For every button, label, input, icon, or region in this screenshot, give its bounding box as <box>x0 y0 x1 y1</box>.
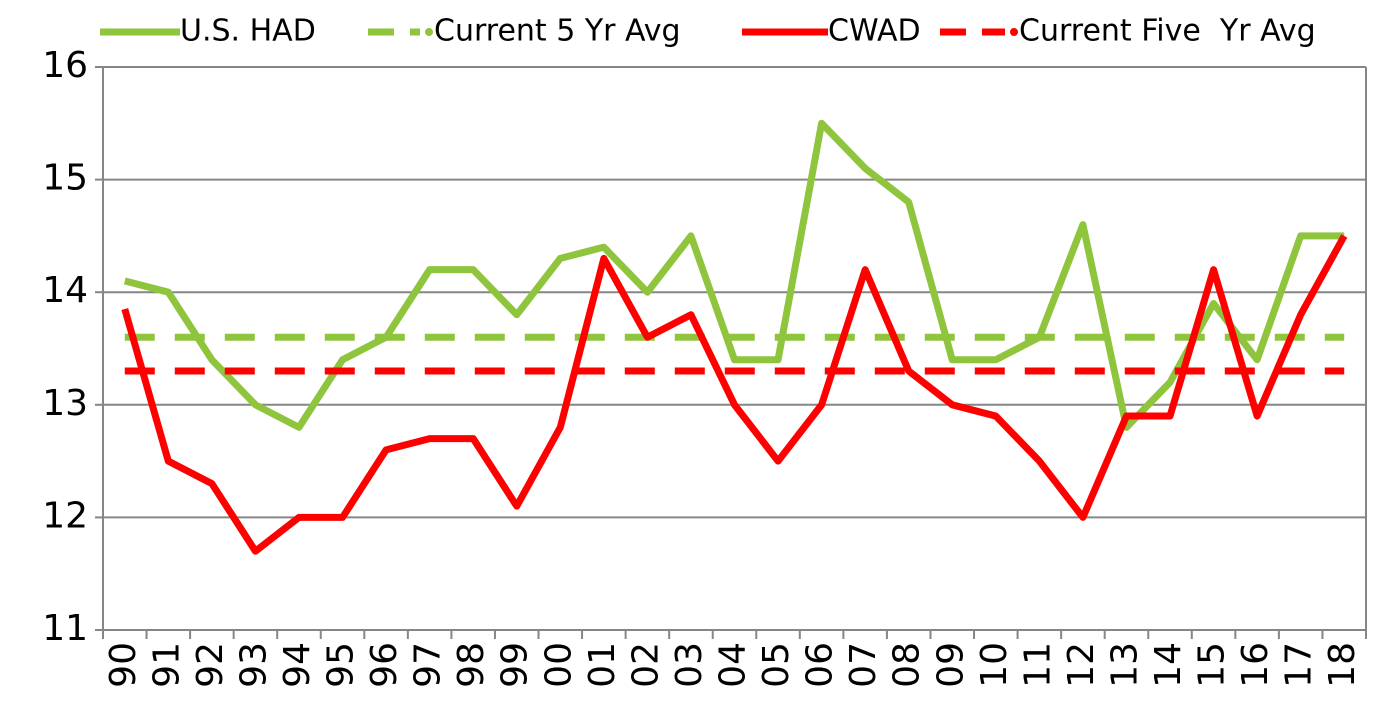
x-tick-label: 12 <box>1061 642 1102 688</box>
x-tick-label: 17 <box>1279 642 1320 688</box>
x-tick-label: 01 <box>582 642 623 688</box>
x-tick-label: 06 <box>800 642 841 688</box>
x-tick-label: 92 <box>190 642 231 688</box>
x-tick-label: 14 <box>1148 642 1189 688</box>
x-tick-label: 11 <box>1017 642 1058 688</box>
series-line <box>121 234 1348 555</box>
y-tick-label: 11 <box>42 608 88 649</box>
legend-label: Current 5 Yr Avg <box>434 14 681 49</box>
y-tick-label: 15 <box>42 158 88 199</box>
legend-label: Current Five Yr Avg <box>1019 14 1316 49</box>
x-tick-label: 94 <box>277 642 318 688</box>
x-tick-label: 08 <box>887 642 928 688</box>
x-tick-label: 15 <box>1192 642 1233 688</box>
x-tick-label: 95 <box>321 642 362 688</box>
legend-label: U.S. HAD <box>180 14 316 49</box>
y-tick-label: 16 <box>42 45 88 86</box>
x-tick-label: 93 <box>233 642 274 688</box>
x-tick-label: 99 <box>495 642 536 688</box>
x-tick-label: 03 <box>669 642 710 688</box>
x-tick-label: 02 <box>625 642 666 688</box>
x-tick-label: 91 <box>146 642 187 688</box>
x-tick-label: 04 <box>713 642 754 688</box>
x-tick-label: 98 <box>451 642 492 688</box>
legend-dot <box>425 28 433 36</box>
x-tick-label: 13 <box>1104 642 1145 688</box>
x-tick-label: 05 <box>756 642 797 688</box>
x-tick-label: 97 <box>408 642 449 688</box>
x-tick-label: 90 <box>103 642 144 688</box>
x-tick-label: 10 <box>974 642 1015 688</box>
x-tick-label: 96 <box>364 642 405 688</box>
x-tick-label: 18 <box>1322 642 1363 688</box>
x-tick-label: 00 <box>538 642 579 688</box>
x-tick-label: 07 <box>843 642 884 688</box>
legend-dot <box>1010 28 1018 36</box>
x-tick-label: 09 <box>930 642 971 688</box>
y-tick-label: 13 <box>42 383 88 424</box>
series-line <box>123 119 1345 431</box>
x-tick-label: 16 <box>1235 642 1276 688</box>
y-tick-label: 12 <box>42 495 88 536</box>
legend-label: CWAD <box>828 14 921 49</box>
y-tick-label: 14 <box>42 270 88 311</box>
